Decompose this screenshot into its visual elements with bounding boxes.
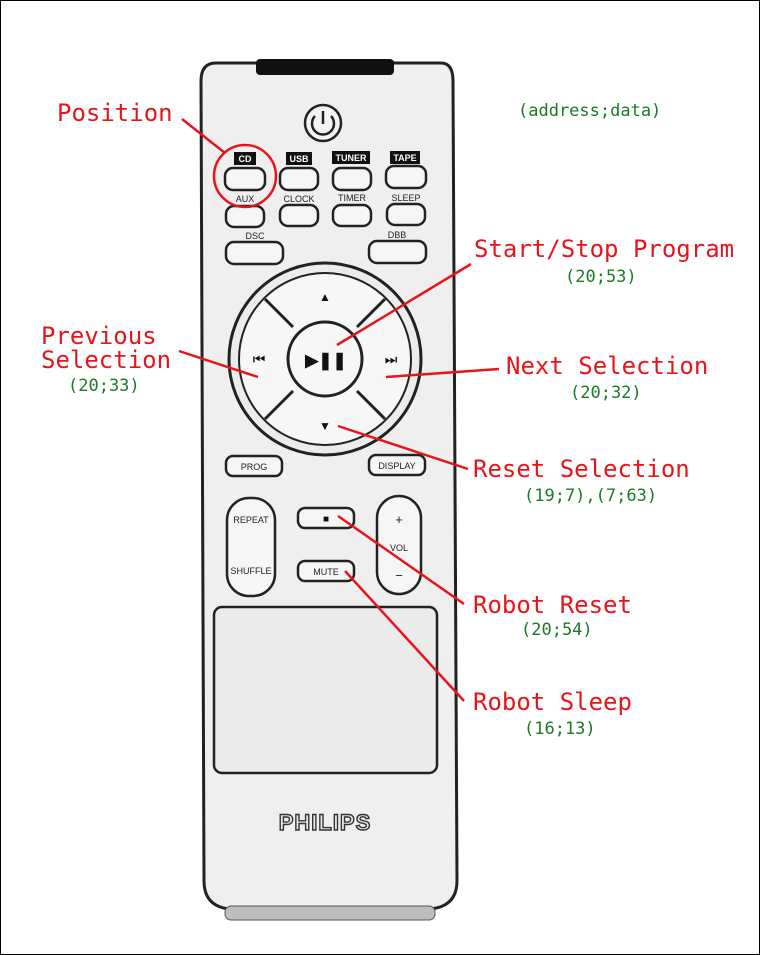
reset-selection-code: (19;7),(7;63)	[524, 486, 658, 506]
brand-logo: PHILIPS	[279, 810, 372, 835]
next-leader-line	[385, 367, 500, 379]
clock-button	[278, 203, 320, 228]
robot-reset-leader-line	[337, 514, 465, 606]
next-code: (20;32)	[570, 383, 642, 403]
mute-button	[296, 559, 356, 583]
robot-sleep-code: (16;13)	[524, 719, 596, 739]
position-leader-line	[181, 118, 226, 154]
shuffle-label: SHUFFLE	[230, 566, 271, 576]
tuner-label: TUNER	[336, 153, 367, 163]
previous-code: (20;33)	[68, 376, 140, 396]
position-label: Position	[57, 99, 173, 127]
previous-leader-line	[178, 349, 259, 379]
dbb-button	[367, 239, 428, 265]
repeat-label: REPEAT	[233, 515, 269, 525]
play-pause-icon: ▶❚❚	[304, 351, 347, 371]
cd-label: CD	[239, 154, 252, 164]
nav-dividers	[263, 297, 387, 421]
usb-label-plate	[286, 152, 312, 165]
volume-rocker	[375, 494, 423, 596]
dsc-button	[224, 240, 285, 266]
reset-selection-leader-line	[337, 424, 469, 471]
display-label: DISPLAY	[378, 461, 415, 471]
start-stop-code: (20;53)	[565, 267, 637, 287]
cd-button	[223, 166, 267, 192]
ir-window	[256, 59, 394, 75]
usb-button	[278, 166, 320, 192]
tape-button	[384, 164, 428, 190]
tape-label: TAPE	[393, 153, 416, 163]
start-stop-label: Start/Stop Program	[474, 235, 735, 263]
up-arrow-icon: ▲	[319, 290, 331, 304]
robot-reset-code: (20;54)	[521, 620, 593, 640]
legend-address-data: (address;data)	[518, 101, 662, 121]
vol-minus-label: −	[395, 568, 403, 583]
cd-label-plate	[234, 152, 256, 165]
aux-label: AUX	[236, 194, 255, 204]
prog-label: PROG	[241, 462, 268, 472]
dsc-label: DSC	[245, 231, 265, 241]
tuner-label-plate	[332, 151, 370, 164]
vol-plus-label: +	[395, 512, 403, 527]
position-highlight-circle	[212, 143, 278, 209]
display-button	[367, 453, 427, 477]
sleep-button	[385, 202, 427, 227]
robot-reset-label: Robot Reset	[473, 591, 632, 619]
reset-selection-label: Reset Selection	[473, 455, 690, 483]
power-icon	[310, 111, 336, 136]
remote-bottom-shadow	[224, 905, 436, 921]
usb-label: USB	[289, 154, 309, 164]
mute-label: MUTE	[313, 567, 339, 577]
vol-label: VOL	[390, 543, 408, 553]
start-stop-leader-line	[336, 262, 472, 347]
timer-button	[331, 203, 373, 228]
previous-label: Previous Selection	[41, 322, 172, 374]
prog-button	[224, 454, 284, 478]
down-arrow-icon: ▼	[319, 419, 331, 433]
tuner-button	[331, 166, 373, 192]
timer-label: TIMER	[338, 193, 366, 203]
robot-sleep-label: Robot Sleep	[473, 688, 632, 716]
repeat-shuffle-button	[225, 496, 277, 598]
next-label: Next Selection	[506, 352, 709, 380]
stop-icon: ■	[323, 514, 329, 525]
tape-label-plate	[390, 151, 420, 164]
keypad-panel	[212, 605, 439, 775]
next-icon: ⏭	[385, 351, 398, 367]
previous-icon: ⏮	[253, 351, 266, 367]
dbb-label: DBB	[388, 230, 407, 240]
sleep-label: SLEEP	[391, 193, 420, 203]
clock-label: CLOCK	[283, 194, 314, 204]
stop-button	[296, 506, 356, 530]
robot-sleep-leader-line	[344, 570, 465, 702]
